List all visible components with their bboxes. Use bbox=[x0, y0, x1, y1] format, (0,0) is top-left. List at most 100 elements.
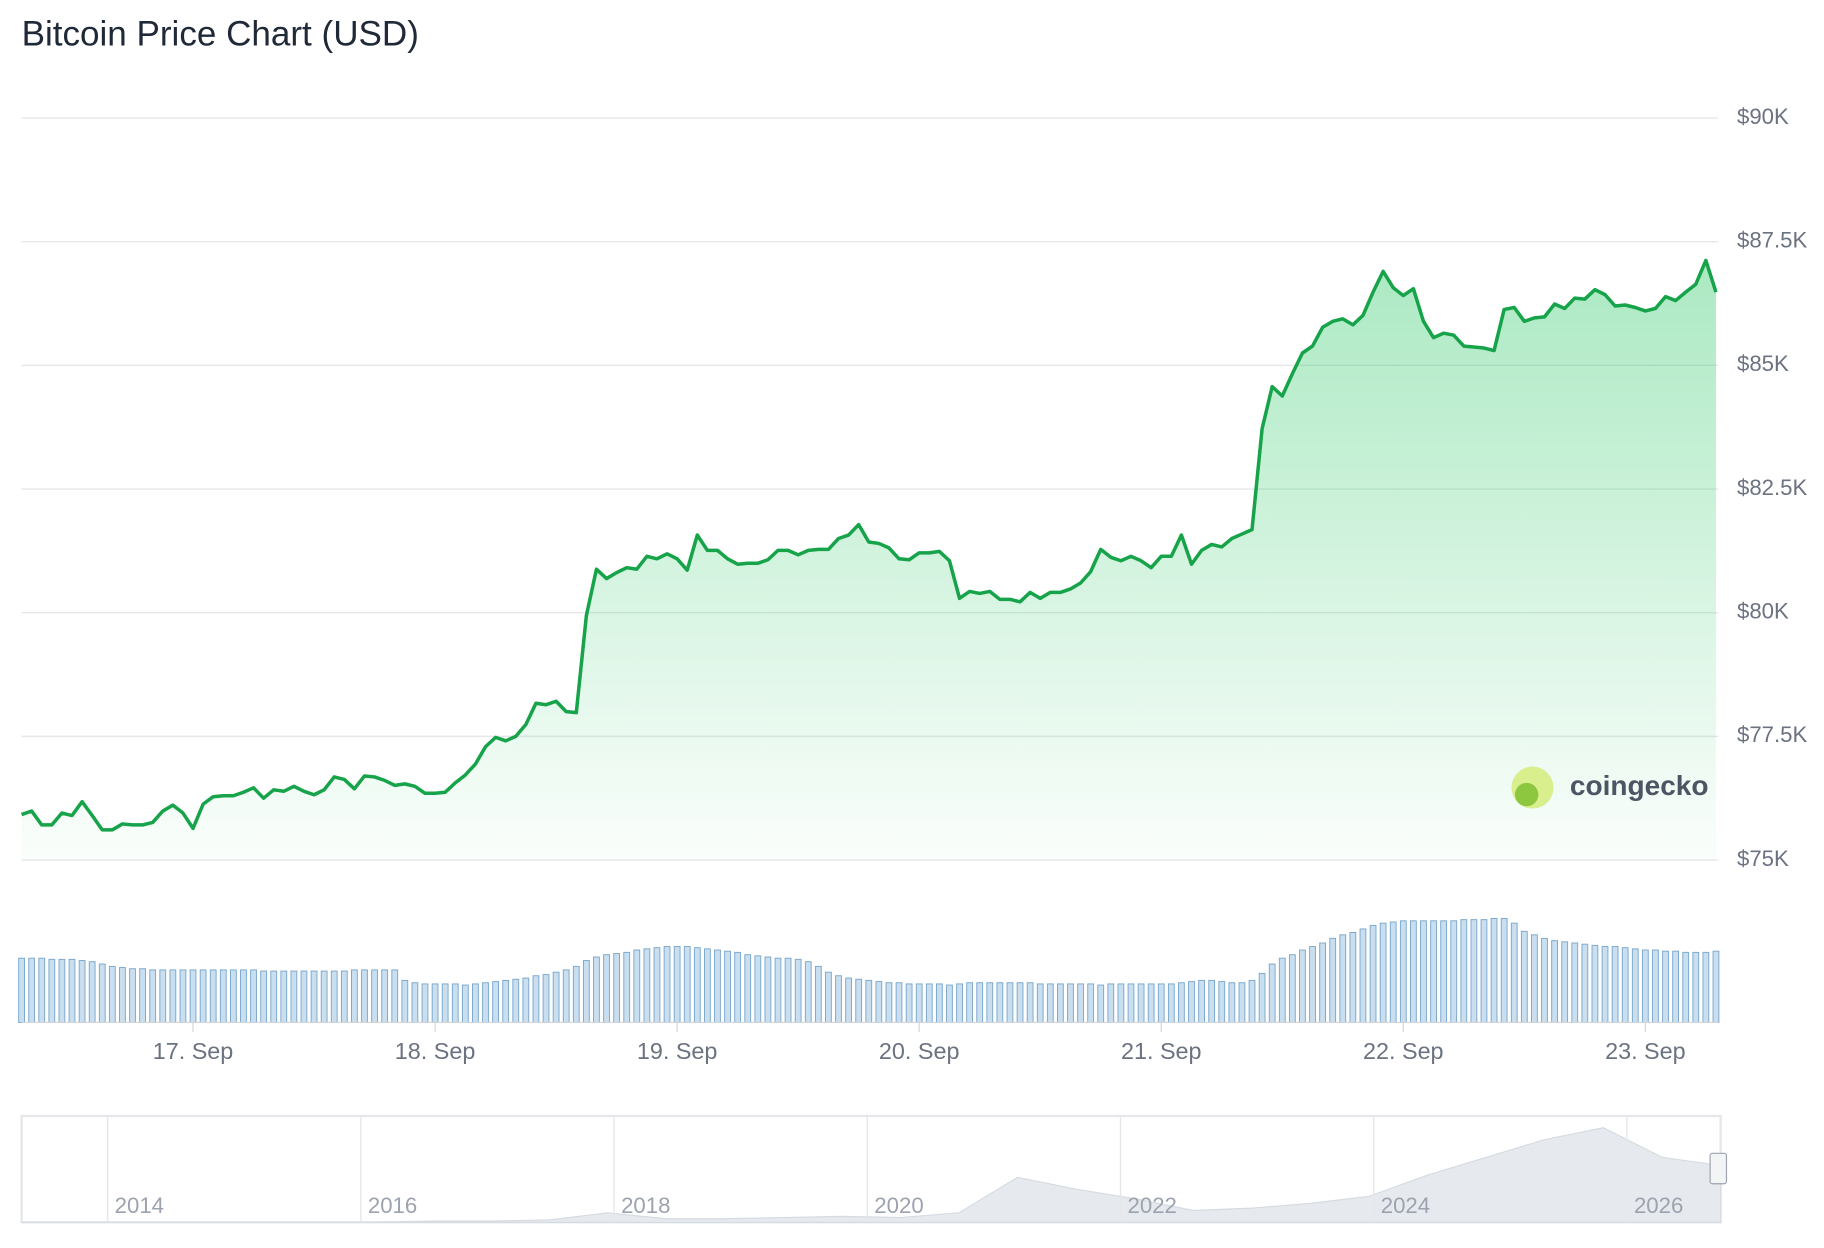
volume-bar bbox=[1087, 983, 1095, 1023]
x-tick-label: 18. Sep bbox=[395, 1038, 476, 1064]
volume-bar bbox=[361, 969, 368, 1023]
volume-bar bbox=[724, 950, 731, 1023]
volume-bar bbox=[1480, 919, 1488, 1023]
volume-bar bbox=[1127, 983, 1135, 1023]
volume-bar bbox=[169, 969, 177, 1023]
navigator-tick-label: 2020 bbox=[874, 1193, 923, 1218]
navigator[interactable]: 2014 2016 2018 2020 2022 2024 2026 bbox=[21, 1115, 1722, 1223]
y-tick-label: $90K bbox=[1737, 104, 1789, 129]
price-line bbox=[21, 258, 1718, 832]
volume-bar bbox=[582, 960, 590, 1023]
navigator-handle[interactable] bbox=[1709, 1152, 1728, 1185]
volume-bar bbox=[1238, 982, 1246, 1023]
volume-bar bbox=[240, 969, 247, 1023]
volume-bar bbox=[472, 983, 479, 1023]
navigator-tick-label: 2022 bbox=[1128, 1193, 1177, 1218]
x-tick-label: 20. Sep bbox=[879, 1038, 960, 1064]
volume-bar bbox=[1672, 950, 1680, 1023]
volume-bar bbox=[441, 983, 449, 1023]
y-tick-label: $77.5K bbox=[1737, 722, 1808, 747]
volume-bar bbox=[1208, 979, 1216, 1023]
volume-bar bbox=[663, 946, 671, 1023]
volume-bar bbox=[562, 969, 570, 1023]
volume-bar bbox=[976, 982, 984, 1023]
volume-bar bbox=[149, 969, 157, 1023]
volume-bar bbox=[1682, 951, 1690, 1023]
volume-bar bbox=[1420, 920, 1427, 1023]
volume-bar bbox=[1541, 937, 1548, 1023]
volume-bar bbox=[1248, 979, 1256, 1023]
volume-bar bbox=[139, 968, 146, 1023]
y-tick-label: $87.5K bbox=[1737, 228, 1808, 253]
volume-bar bbox=[653, 947, 661, 1023]
volume-bar bbox=[764, 956, 772, 1023]
volume-bar bbox=[159, 969, 167, 1023]
volume-bar bbox=[754, 955, 762, 1023]
volume-bar bbox=[129, 968, 136, 1023]
volume-bar bbox=[774, 957, 782, 1023]
volume-bar bbox=[391, 969, 399, 1023]
volume-bar bbox=[1339, 934, 1347, 1023]
volume-bar bbox=[482, 982, 489, 1023]
volume-bar bbox=[814, 965, 822, 1023]
volume-bar bbox=[915, 983, 923, 1023]
volume-bar bbox=[1258, 972, 1266, 1023]
volume-bar bbox=[532, 975, 540, 1023]
volume-bar bbox=[1046, 983, 1054, 1023]
volume-bar bbox=[38, 957, 46, 1023]
volume-bar bbox=[1581, 943, 1589, 1023]
volume-bar bbox=[1470, 919, 1478, 1023]
volume-bar bbox=[986, 982, 994, 1023]
volume-bar bbox=[1652, 949, 1659, 1023]
volume-bar bbox=[935, 983, 943, 1023]
volume-bar bbox=[492, 981, 499, 1023]
volume-bar bbox=[1097, 984, 1105, 1023]
volume-bar bbox=[1611, 946, 1619, 1023]
volume-bar bbox=[1591, 944, 1599, 1023]
volume-bar bbox=[835, 975, 842, 1023]
volume-bar bbox=[260, 970, 268, 1023]
volume-bar bbox=[855, 978, 863, 1023]
volume-bar bbox=[300, 970, 308, 1023]
volume-bar bbox=[1531, 934, 1538, 1023]
volume-bar bbox=[704, 948, 711, 1023]
volume-bar bbox=[1299, 949, 1306, 1023]
x-tick-label: 19. Sep bbox=[637, 1038, 718, 1064]
volume-bar bbox=[98, 963, 106, 1023]
volume-bar bbox=[371, 969, 378, 1023]
x-tick-label: 17. Sep bbox=[153, 1038, 234, 1064]
volume-bar bbox=[1389, 921, 1397, 1023]
navigator-tick-label: 2026 bbox=[1634, 1193, 1683, 1218]
volume-bar bbox=[895, 982, 903, 1023]
volume-bar bbox=[1409, 920, 1417, 1023]
y-tick-label: $80K bbox=[1737, 599, 1789, 624]
volume-bar bbox=[1712, 950, 1720, 1023]
volume-bar bbox=[18, 957, 25, 1023]
volume-bar bbox=[431, 983, 439, 1023]
volume-bar bbox=[28, 957, 36, 1023]
volume-bar bbox=[1369, 925, 1377, 1023]
volume-bar bbox=[1228, 982, 1236, 1023]
volume-bar bbox=[209, 969, 217, 1023]
y-tick-label: $75K bbox=[1737, 846, 1789, 871]
volume-bar bbox=[1460, 919, 1468, 1023]
volume-bar bbox=[1157, 983, 1165, 1023]
volume-bar bbox=[885, 982, 893, 1023]
chart-title: Bitcoin Price Chart (USD) bbox=[22, 14, 419, 53]
volume-bar bbox=[784, 957, 792, 1023]
volume-bar bbox=[1006, 982, 1014, 1023]
volume-bar bbox=[1288, 954, 1296, 1023]
volume-bar bbox=[865, 979, 873, 1023]
volume-bar bbox=[1178, 982, 1185, 1023]
volume-bar bbox=[633, 949, 641, 1023]
volume-bar bbox=[1349, 932, 1357, 1023]
volume-bar bbox=[88, 961, 96, 1023]
volume-bar bbox=[734, 951, 742, 1023]
volume-bar bbox=[996, 982, 1004, 1023]
volume-bar bbox=[1137, 983, 1145, 1023]
volume-bar bbox=[845, 977, 852, 1023]
volume-bar bbox=[1319, 942, 1327, 1023]
volume-bar bbox=[1450, 920, 1458, 1023]
volume-bar bbox=[1571, 942, 1579, 1023]
volume-bar bbox=[219, 969, 227, 1023]
